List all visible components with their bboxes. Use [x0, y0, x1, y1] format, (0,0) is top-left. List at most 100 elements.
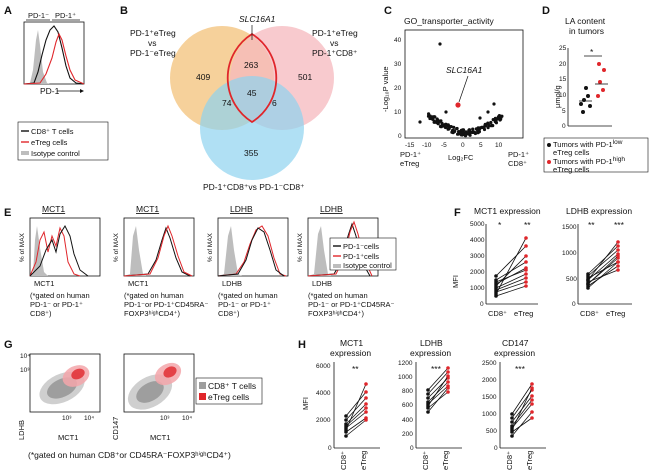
panel-a-xlabel: PD-1 — [40, 86, 60, 96]
e4-gate-2: PD-1⁻ or PD-1⁺CD45RA⁻ — [308, 300, 395, 309]
panel-b: B SLC16A1 PD-1⁺eTreg vs PD-1⁻eTreg PD-1⁺… — [120, 5, 358, 192]
c-xtick-m5: -5 — [441, 142, 447, 149]
svg-text:**: ** — [588, 220, 595, 230]
e3-xlabel: LDHB — [222, 279, 242, 288]
e1-gate-2: PD-1⁻ or PD-1⁺ — [30, 300, 83, 309]
svg-text:10⁴: 10⁴ — [84, 415, 94, 422]
c-xtick-5: 5 — [479, 142, 483, 149]
svg-text:0: 0 — [328, 445, 332, 452]
svg-text:eTreg: eTreg — [359, 451, 368, 470]
h2-paired-lines — [426, 366, 450, 414]
e1-gate-3: CD8⁺) — [30, 309, 52, 318]
panel-a-label: A — [4, 5, 12, 17]
c-ytick-10: 10 — [394, 109, 402, 116]
svg-text:1000: 1000 — [398, 374, 413, 381]
panel-a-legend-isotype: Isotype control — [31, 149, 80, 158]
f-ldhb-paired-lines — [586, 240, 620, 290]
svg-text:800: 800 — [402, 388, 413, 395]
panel-d-yticks: 0 5 10 15 20 25 — [559, 45, 567, 130]
e-legend-isotype: Isotype control — [343, 261, 392, 270]
e1-gate-1: (*gated on human — [30, 291, 90, 300]
h2-yticks: 0 200 400 600 800 1000 1200 — [398, 360, 414, 452]
svg-text:1500: 1500 — [562, 224, 577, 231]
panel-a-gate-pos: PD-1⁺ — [55, 11, 76, 20]
svg-text:1000: 1000 — [562, 250, 577, 257]
svg-text:CD8⁺: CD8⁺ — [339, 451, 348, 470]
e3-gate-1: (*gated on human — [218, 291, 278, 300]
panel-d-high-points — [595, 62, 608, 98]
d-ytick-15: 15 — [559, 76, 567, 83]
panel-e: E MCT1 % of MAX MCT1 (*gated on human PD… — [4, 204, 397, 318]
c-xtick-m10: -10 — [422, 142, 432, 149]
panel-c-xlabel: Log₂FC — [448, 153, 474, 162]
svg-text:CD8⁺: CD8⁺ — [580, 309, 599, 318]
svg-text:2000: 2000 — [482, 377, 497, 384]
svg-text:2500: 2500 — [482, 360, 497, 367]
svg-text:expression: expression — [410, 348, 451, 358]
panel-d-legend — [543, 137, 649, 173]
panel-b-gene: SLC16A1 — [239, 14, 276, 24]
e2-gate-3: FOXP3ʰⁱᵍʰCD4⁺) — [124, 309, 180, 318]
svg-text:2000: 2000 — [316, 417, 331, 424]
panel-c: C GO_transporter_activity -Log₁₀P value … — [381, 5, 529, 168]
panel-f: F MCT1 expression LDHB expression MFI 0 … — [451, 206, 632, 318]
panel-d-legend-2a: Tumors with PD-1high — [553, 156, 625, 166]
f-mct1-yticks: 0 1000 2000 3000 4000 5000 — [470, 221, 485, 308]
f-mct1-paired-lines — [494, 236, 528, 298]
panel-d-significance: * — [590, 47, 594, 57]
d-ytick-0: 0 — [562, 123, 566, 130]
volcano-point-slc16a1 — [455, 102, 461, 108]
svg-text:0: 0 — [410, 445, 414, 452]
panel-a-legend-cd8: CD8⁺ T cells — [31, 127, 74, 136]
svg-text:1000: 1000 — [470, 285, 485, 292]
venn-set2-line3: PD-1⁺CD8⁺ — [312, 48, 358, 58]
svg-text:expression: expression — [330, 348, 371, 358]
e4-gate-1: (*gated on human — [308, 291, 368, 300]
panel-d-title-1: LA content — [565, 16, 606, 26]
venn-count-only1: 409 — [196, 72, 210, 82]
panel-d-legend-2b: eTreg cells — [553, 165, 590, 174]
e2-ylabel: % of MAX — [113, 232, 120, 262]
svg-text:***: *** — [431, 364, 442, 374]
panel-a: A PD-1⁻ PD-1⁺ PD-1 CD8⁺ T cells eTreg ce… — [4, 5, 109, 161]
c-xtick-m15: -15 — [405, 142, 415, 149]
c-ytick-30: 30 — [394, 61, 402, 68]
panel-h-label: H — [298, 339, 306, 351]
svg-text:CD8⁺: CD8⁺ — [421, 451, 430, 470]
panel-c-plot-frame — [404, 29, 524, 139]
svg-text:***: *** — [614, 220, 625, 230]
e2-xlabel: MCT1 — [128, 279, 148, 288]
e-legend-pos: PD-1⁺cells — [343, 252, 379, 261]
panel-a-gate-neg: PD-1⁻ — [28, 11, 49, 20]
e4-title: LDHB — [320, 204, 343, 214]
svg-text:500: 500 — [486, 428, 497, 435]
panel-g-legend — [195, 377, 263, 405]
venn-count-n13: 74 — [222, 98, 232, 108]
venn-set2-line2: vs — [330, 38, 339, 48]
venn-set1-line3: PD-1⁻eTreg — [130, 48, 176, 58]
panel-f-title-ldhb: LDHB expression — [566, 206, 632, 216]
e1-xlabel: MCT1 — [34, 279, 54, 288]
svg-text:eTreg: eTreg — [606, 309, 625, 318]
panel-d-legend-1b: eTreg cells — [553, 148, 590, 157]
panel-a-etreg-histogram — [23, 32, 85, 85]
e2-title: MCT1 — [136, 204, 159, 214]
e2-gate-2: PD-1⁻or PD-1⁺CD45RA⁻ — [124, 300, 208, 309]
e4-xlabel: LDHB — [312, 279, 332, 288]
panel-a-plot-frame — [23, 21, 85, 85]
venn-count-only2: 501 — [298, 72, 312, 82]
svg-text:10³: 10³ — [160, 415, 170, 422]
venn-count-only3: 355 — [244, 148, 258, 158]
panel-g-label: G — [4, 339, 13, 351]
h1-yticks: 0 2000 4000 6000 — [316, 363, 332, 452]
h3-yticks: 0 500 1000 1500 2000 2500 — [482, 360, 498, 452]
venn-count-n123: 45 — [247, 88, 257, 98]
panel-e-label: E — [4, 207, 11, 219]
panel-c-left-label-2: eTreg — [400, 159, 419, 168]
panel-c-yticks: 0 10 20 30 40 — [394, 37, 402, 140]
panel-a-cd8-histogram — [23, 25, 85, 85]
svg-text:10³: 10³ — [62, 415, 72, 422]
e2-gate-1: (*gated on human — [124, 291, 184, 300]
svg-text:3000: 3000 — [470, 253, 485, 260]
